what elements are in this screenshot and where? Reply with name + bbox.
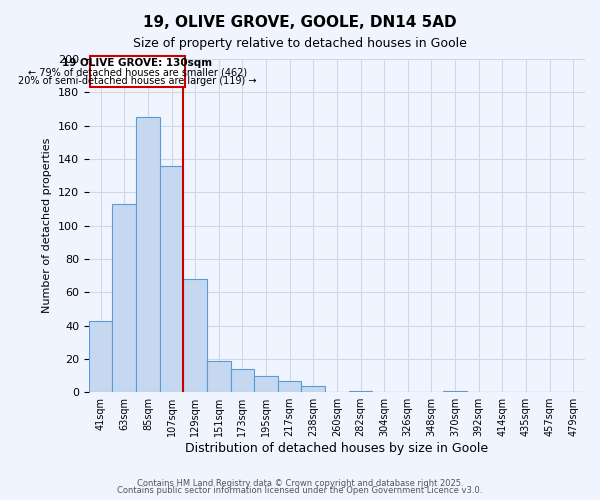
Bar	[301, 386, 325, 392]
FancyBboxPatch shape	[90, 56, 185, 88]
Bar	[254, 376, 278, 392]
Text: Contains HM Land Registry data © Crown copyright and database right 2025.: Contains HM Land Registry data © Crown c…	[137, 478, 463, 488]
Bar	[112, 204, 136, 392]
Bar	[278, 380, 301, 392]
Bar	[230, 369, 254, 392]
Text: Size of property relative to detached houses in Goole: Size of property relative to detached ho…	[133, 38, 467, 51]
Text: ← 79% of detached houses are smaller (462): ← 79% of detached houses are smaller (46…	[28, 68, 247, 78]
Bar	[443, 390, 467, 392]
Bar	[349, 390, 373, 392]
Text: 19 OLIVE GROVE: 130sqm: 19 OLIVE GROVE: 130sqm	[62, 58, 212, 68]
X-axis label: Distribution of detached houses by size in Goole: Distribution of detached houses by size …	[185, 442, 488, 455]
Bar	[89, 320, 112, 392]
Y-axis label: Number of detached properties: Number of detached properties	[43, 138, 52, 314]
Text: 19, OLIVE GROVE, GOOLE, DN14 5AD: 19, OLIVE GROVE, GOOLE, DN14 5AD	[143, 15, 457, 30]
Text: Contains public sector information licensed under the Open Government Licence v3: Contains public sector information licen…	[118, 486, 482, 495]
Bar	[184, 279, 207, 392]
Bar	[207, 360, 230, 392]
Bar	[136, 118, 160, 392]
Bar	[160, 166, 184, 392]
Text: 20% of semi-detached houses are larger (119) →: 20% of semi-detached houses are larger (…	[18, 76, 257, 86]
